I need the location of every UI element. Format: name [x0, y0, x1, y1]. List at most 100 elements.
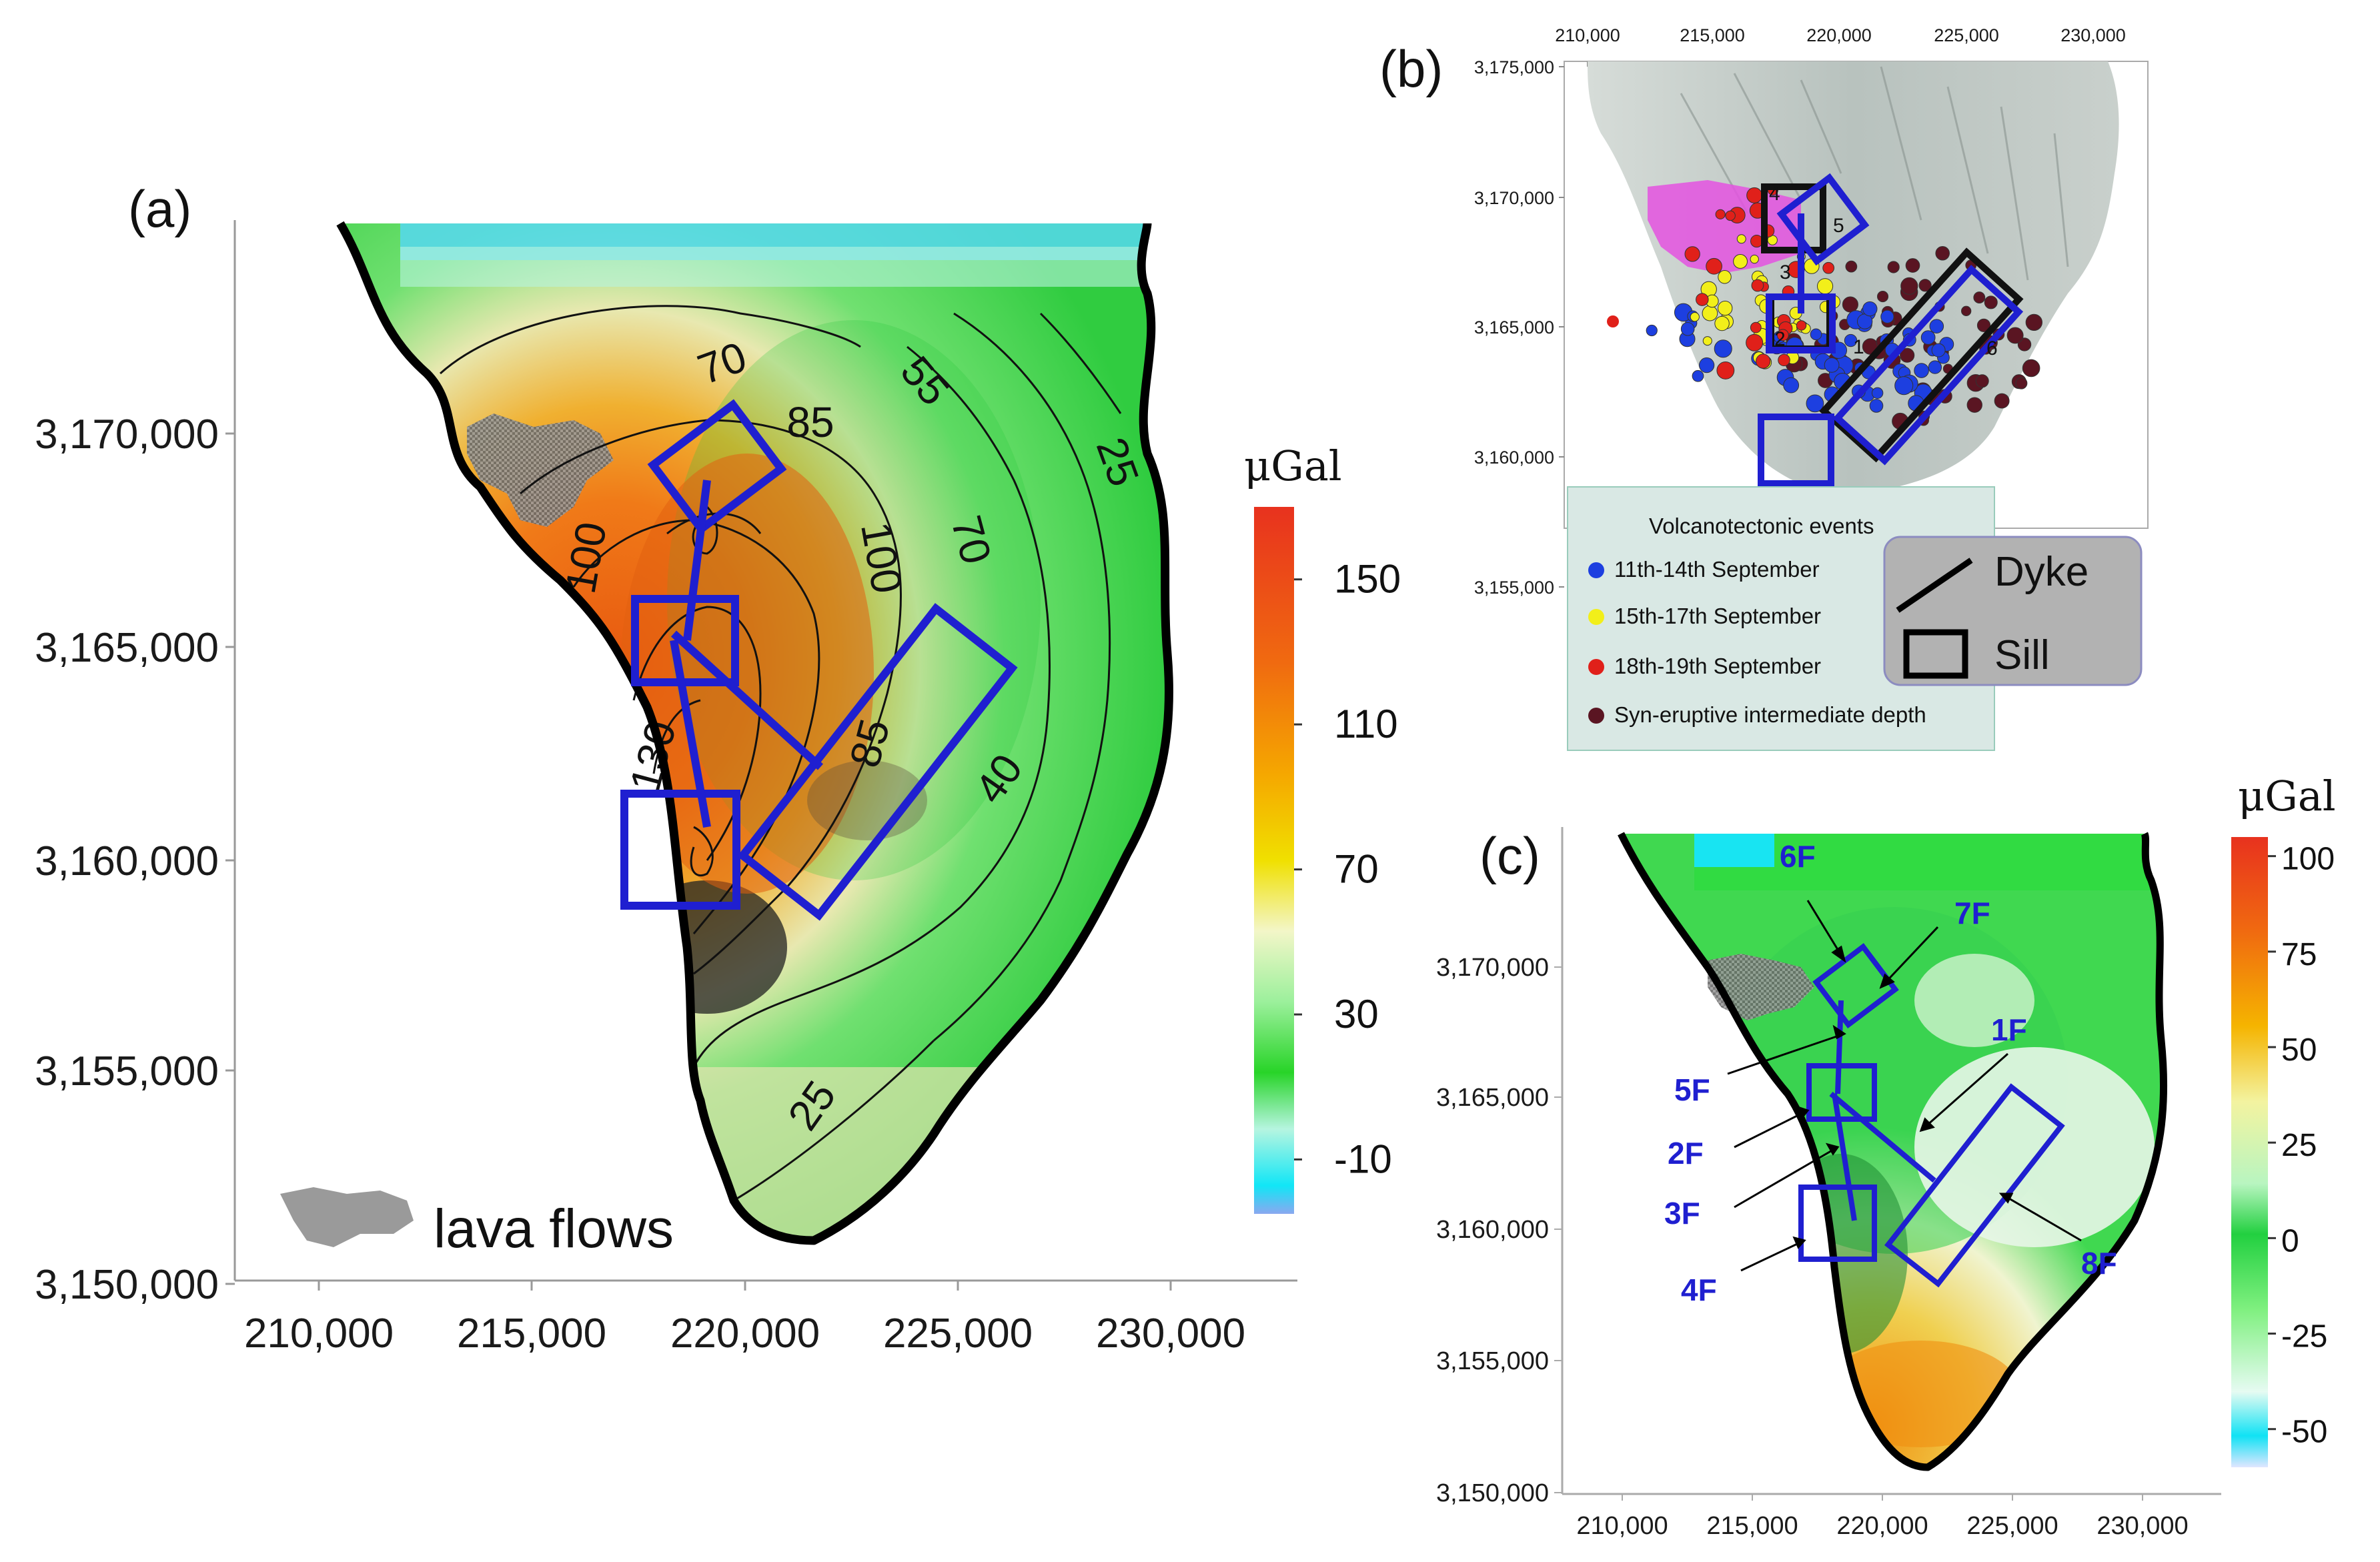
event-point	[1862, 301, 1878, 317]
source-number-label: 5	[1833, 215, 1844, 237]
panel-c-colorbar-unit: μGal	[2238, 772, 2336, 820]
source-number-label: 6	[1986, 337, 1998, 359]
event-point	[1966, 397, 1982, 413]
event-legend-label: 15th-17th September	[1614, 604, 1821, 628]
event-point	[1822, 261, 1835, 274]
event-point	[1935, 245, 1950, 261]
panel-c-x-tick-label: 210,000	[1576, 1512, 1668, 1540]
event-point	[1844, 333, 1858, 347]
source-key-sill-symbol	[1903, 629, 1968, 679]
panel-c-coastline	[1618, 832, 2168, 1471]
feature-label: 7F	[1954, 896, 1990, 930]
event-point	[1810, 328, 1822, 341]
event-point	[1736, 234, 1746, 244]
feature-label: 1F	[1991, 1012, 2027, 1047]
panel-b-label: (b)	[1379, 39, 1443, 98]
panel-a-x-tick-label: 230,000	[1096, 1311, 1245, 1357]
panel-a-x-tick-label: 220,000	[670, 1311, 820, 1357]
source-c-dyke-line-3	[1829, 1091, 1936, 1183]
panel-a-colorbar-unit: μGal	[1244, 442, 1342, 490]
source-dyke-east-a	[737, 603, 1018, 921]
event-point	[1680, 322, 1695, 336]
panel-a-colorbar-tick-label: -10	[1334, 1136, 1392, 1181]
lava-flow-area-c	[1708, 954, 1814, 1020]
event-point	[1918, 279, 1932, 292]
event-point	[1931, 343, 1946, 357]
panel-c-y-tick-label: 3,155,000	[1436, 1347, 1549, 1375]
source-number-label: 1	[1853, 336, 1864, 358]
event-point	[1806, 394, 1824, 413]
panel-c-colorbar-tick-label: 75	[2281, 937, 2317, 972]
panel-b: (b) 210,000 215,000 220,000 225,000 230,000 3…	[1379, 25, 2149, 751]
event-point	[1751, 279, 1764, 292]
event-legend-items: 11th-14th September 15th-17th September 18…	[1588, 557, 1926, 727]
source-sill-south-a	[620, 790, 740, 910]
panel-c-colorbar-tick-label: 100	[2281, 842, 2335, 877]
event-point	[1684, 246, 1700, 262]
lava-flows-legend-label: lava flows	[434, 1199, 674, 1259]
panel-b-x-tick-label: 215,000	[1680, 25, 1745, 45]
event-point	[1778, 353, 1790, 367]
panel-a-x-tick-label: 225,000	[883, 1311, 1033, 1357]
panel-a-coastline	[336, 221, 1173, 1245]
event-point	[1607, 315, 1619, 327]
event-point	[1975, 374, 1989, 388]
panel-a-ticks: 210,000 215,000 220,000 225,000 230,000 3,170…	[35, 412, 1245, 1357]
panel-c: (c) 210,000 215,000 220,000 225,000 230,000 3…	[1436, 772, 2336, 1540]
panel-a-colorbar	[1254, 507, 1294, 1214]
panel-c-arrows	[1727, 900, 2082, 1272]
panel-b-x-tick-label: 230,000	[2060, 25, 2126, 45]
panel-a-y-tick-label: 3,155,000	[35, 1048, 219, 1094]
event-legend-label: Syn-eruptive intermediate depth	[1614, 702, 1926, 727]
event-point	[1714, 339, 1732, 358]
event-point	[1706, 257, 1722, 275]
panel-c-colorbar	[2231, 837, 2268, 1467]
event-point	[1929, 319, 1944, 333]
event-point	[1842, 296, 1858, 313]
event-legend-marker	[1588, 708, 1604, 724]
event-point	[1716, 361, 1735, 379]
panel-c-label: (c)	[1479, 826, 1540, 885]
event-point	[1714, 315, 1730, 331]
event-point	[1692, 369, 1704, 382]
lava-flows-legend-swatch	[280, 1187, 414, 1247]
source-dyke-line-2-a	[670, 639, 711, 828]
panel-b-ticks: 210,000 215,000 220,000 225,000 230,000 3,175…	[1474, 25, 2126, 598]
panel-c-colorbar-ticks: 100 75 50 25 0 -25 -50	[2268, 842, 2335, 1450]
event-legend-marker	[1588, 659, 1604, 675]
event-point	[1733, 254, 1748, 269]
panel-c-y-tick-label: 3,170,000	[1436, 954, 1549, 982]
panel-c-y-tick-label: 3,165,000	[1436, 1084, 1549, 1112]
event-point	[1816, 278, 1834, 295]
event-point	[1894, 376, 1914, 396]
source-dyke-line-3-a	[670, 630, 824, 770]
event-point	[1880, 309, 1894, 323]
panel-c-feature-labels: 6F 7F 1F 5F 2F 3F 4F 8F	[1664, 839, 2117, 1307]
panel-b-y-tick-label: 3,170,000	[1474, 188, 1554, 208]
event-point	[1702, 336, 1712, 346]
event-point	[2022, 359, 2040, 377]
source-c-dyke-line-2	[1832, 1093, 1857, 1221]
event-legend-marker	[1588, 562, 1604, 578]
source-b-sill-blue-3	[1758, 414, 1834, 487]
panel-c-colorbar-tick-label: 25	[2281, 1128, 2317, 1163]
panel-a-colorbar-ticks: 150 110 70 30 -10	[1294, 557, 1401, 1181]
event-point	[1976, 318, 1991, 332]
source-key-dyke-label: Dyke	[1994, 549, 2089, 595]
event-point	[1824, 357, 1840, 373]
source-dyke-line-1-a	[683, 480, 711, 641]
feature-label: 8F	[2081, 1246, 2117, 1281]
event-point	[1900, 277, 1918, 295]
event-point	[1905, 258, 1920, 273]
panel-a: (a) 210,000 215,000 220,000 225,000 230,000 3…	[35, 179, 1401, 1357]
panel-c-colorbar-tick-label: 50	[2281, 1032, 2317, 1068]
event-point	[1994, 393, 2010, 409]
event-point	[1973, 291, 1986, 304]
panel-c-ticks: 210,000 215,000 220,000 225,000 230,000 3,170…	[1436, 954, 2189, 1540]
panel-a-colorbar-tick-label: 30	[1334, 992, 1379, 1036]
panel-a-y-tick-label: 3,170,000	[35, 412, 219, 458]
event-point	[1869, 399, 1884, 413]
panel-a-sources	[620, 399, 1018, 921]
event-legend-marker	[1588, 609, 1604, 625]
event-point	[1646, 324, 1658, 337]
